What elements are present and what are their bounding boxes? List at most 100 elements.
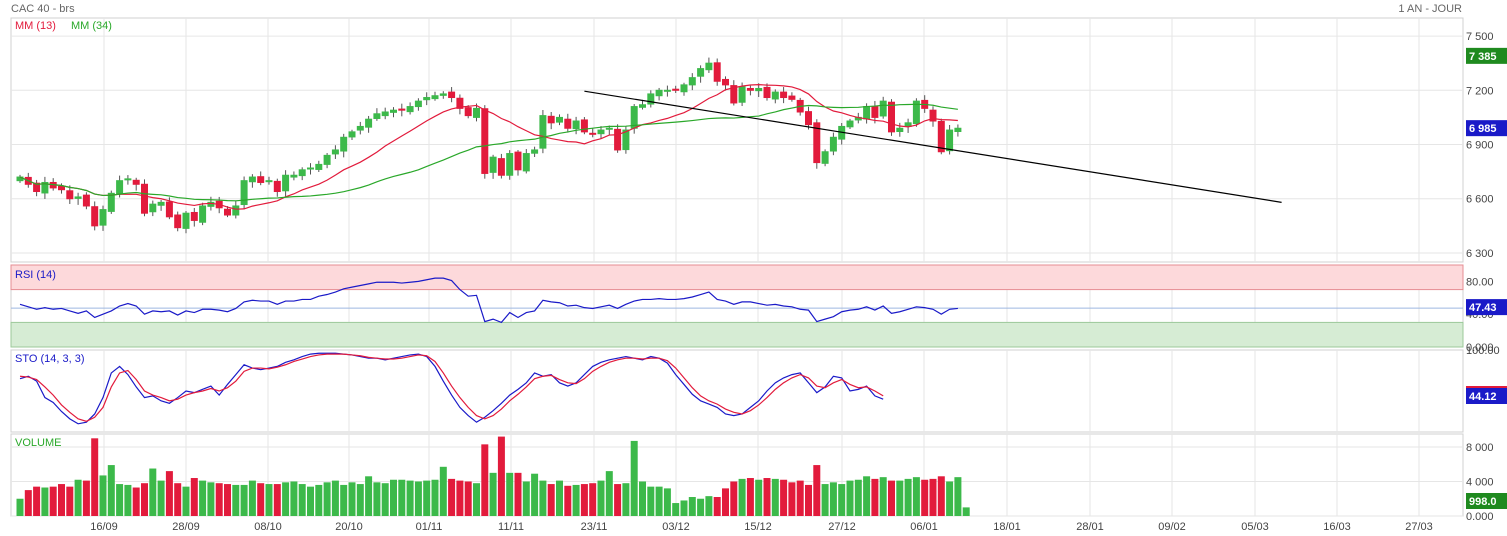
candle-body [290, 174, 298, 178]
legend-ma34: MM (34) [71, 20, 112, 32]
panel-price [10, 17, 1464, 263]
candle-body [207, 201, 215, 207]
vol-y-tick: 8 000 [1466, 442, 1494, 454]
volume-bar [663, 488, 671, 516]
volume-bar [41, 487, 49, 516]
current-price-badge-bg [1466, 120, 1507, 137]
volume-bar [348, 482, 356, 516]
candle-body [713, 62, 721, 82]
volume-bar [340, 484, 348, 516]
volume-bar [439, 466, 447, 516]
volume-bar [464, 481, 472, 516]
x-tick-label: 06/01 [910, 521, 938, 533]
volume-bar [91, 438, 99, 516]
candle-body [91, 206, 99, 227]
volume-bar [107, 465, 115, 516]
volume-bar [58, 484, 65, 516]
candle-body [132, 179, 140, 185]
volume-bar [149, 468, 157, 516]
volume-bar [431, 479, 439, 516]
rsi-oversold-band [10, 321, 1464, 348]
candle-body [522, 153, 530, 172]
x-tick-label: 11/11 [498, 521, 524, 533]
candle-body [348, 131, 356, 138]
candle-body [622, 129, 630, 151]
volume-bar [174, 483, 182, 516]
candle-body [315, 163, 323, 170]
candle-body [390, 109, 397, 113]
volume-bar [74, 479, 82, 516]
candle-body [356, 125, 364, 131]
rsi-badge-bg [1466, 299, 1507, 316]
volume-bar [24, 490, 32, 516]
current-price-badge: 6 985 [1469, 123, 1497, 135]
candle-body [730, 85, 738, 104]
volume-bar [16, 498, 24, 516]
trendline [584, 90, 1282, 203]
candle-body [672, 88, 680, 91]
volume-bar [497, 436, 505, 516]
volume-bar [265, 484, 273, 516]
volume-bar [614, 484, 622, 516]
chart-period[interactable]: 1 AN - JOUR [1398, 3, 1462, 15]
candle-body [539, 115, 547, 149]
volume-bar [273, 484, 281, 516]
x-tick-label: 20/10 [335, 521, 363, 533]
candle-body [746, 87, 754, 91]
x-tick-label: 28/01 [1076, 521, 1104, 533]
volume-bar [738, 478, 746, 516]
volume-bar [879, 477, 887, 516]
candle-body [531, 149, 539, 154]
volume-bar [639, 481, 646, 516]
sto-d-line [19, 353, 884, 422]
candle-body [954, 127, 962, 133]
candle-body [547, 115, 555, 124]
candle-body [846, 120, 854, 128]
candle-body [365, 118, 373, 128]
y-tick-label: 7 500 [1466, 31, 1494, 43]
sto-badge-bg [1466, 388, 1507, 404]
volume-bar [962, 507, 970, 516]
volume-bar [746, 478, 754, 516]
volume-bar [780, 479, 788, 516]
candle-body [871, 106, 879, 118]
volume-bar [448, 478, 456, 516]
volume-bar [414, 481, 422, 516]
volume-bar [182, 486, 190, 516]
candle-body [406, 106, 414, 113]
volume-bar [564, 485, 572, 516]
candle-body [888, 101, 895, 133]
candle-body [514, 151, 522, 171]
rsi-y-tick: 0.000 [1466, 342, 1494, 354]
candle-body [439, 93, 447, 96]
vol-y-tick: 4 000 [1466, 476, 1494, 488]
volume-bar [697, 498, 705, 516]
volume-bar [589, 483, 597, 516]
volume-bar [788, 482, 796, 516]
candle-body [381, 111, 389, 117]
volume-bar [755, 479, 763, 516]
volume-bar [489, 472, 497, 516]
volume-bar [257, 483, 265, 516]
last-price-badge-bg [1466, 47, 1507, 64]
volume-bar [630, 440, 638, 516]
volume-bar [66, 486, 74, 516]
candle-body [74, 196, 82, 199]
volume-bar [224, 484, 231, 516]
candle-body [58, 185, 65, 191]
x-tick-label: 08/10 [254, 521, 282, 533]
volume-bar [132, 487, 140, 516]
candle-body [929, 109, 937, 122]
sto-k-line [19, 352, 884, 425]
candle-body [489, 156, 497, 173]
candle-body [688, 77, 696, 86]
candle-body [879, 100, 887, 117]
volume-bar [722, 488, 729, 516]
chart-title: CAC 40 - brs [11, 3, 75, 15]
candle-body [116, 180, 124, 195]
sto-badge: 44.12 [1469, 391, 1497, 403]
x-tick-label: 18/01 [993, 521, 1021, 533]
rsi-line [19, 277, 958, 324]
